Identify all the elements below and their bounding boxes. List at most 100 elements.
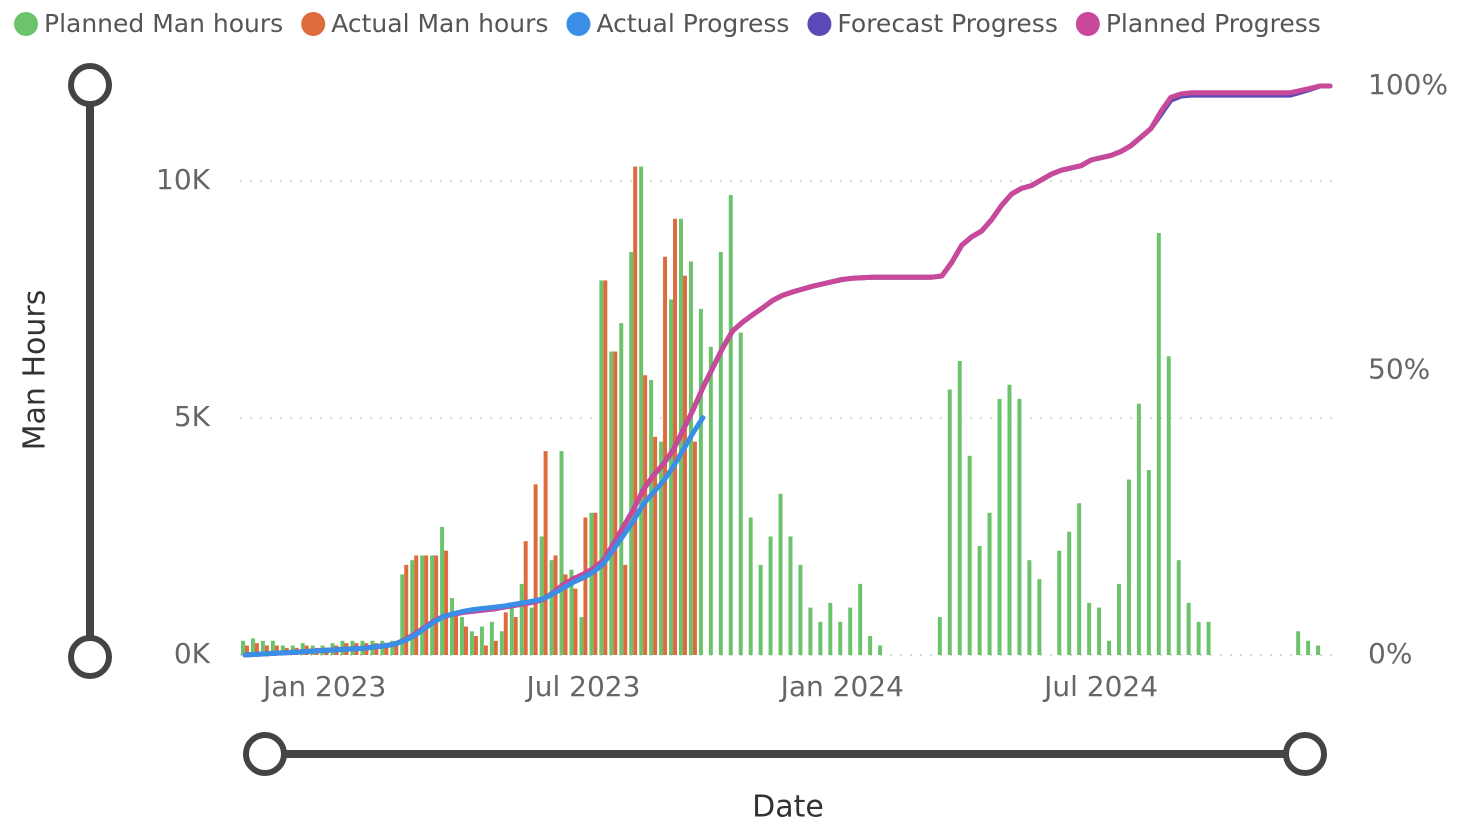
x-range-slider[interactable]	[243, 732, 1327, 776]
bar	[1077, 503, 1082, 655]
bar	[543, 451, 548, 655]
legend-marker	[807, 12, 832, 36]
legend-item: Actual Progress	[566, 9, 789, 38]
bar	[503, 612, 508, 655]
bar	[450, 598, 455, 655]
y2-tick-label: 0%	[1368, 637, 1412, 670]
bar	[589, 512, 594, 655]
bar	[260, 640, 265, 655]
slider-handle[interactable]	[68, 63, 112, 107]
x-tick-label: Jul 2024	[1042, 670, 1158, 703]
bar	[718, 251, 723, 656]
bar	[643, 375, 648, 655]
bar	[479, 626, 484, 655]
slider-handle[interactable]	[243, 732, 287, 776]
bar	[400, 574, 405, 655]
bar	[513, 617, 518, 655]
legend-marker	[14, 12, 38, 36]
bar	[997, 398, 1002, 655]
legend-label: Actual Man hours	[331, 9, 548, 38]
x-tick-label: Jan 2023	[261, 670, 386, 703]
y-range-slider[interactable]	[68, 63, 112, 679]
bar	[1306, 640, 1311, 655]
legend-label: Planned Man hours	[44, 9, 283, 38]
bar	[868, 636, 873, 655]
slider-handle[interactable]	[68, 635, 112, 679]
bar	[519, 583, 524, 655]
bar	[1107, 640, 1112, 655]
bar	[1136, 403, 1141, 655]
bar	[1206, 621, 1211, 655]
legend-label: Planned Progress	[1106, 9, 1321, 38]
bar	[559, 451, 564, 655]
bar	[1316, 645, 1321, 655]
bar	[808, 607, 813, 655]
bar	[653, 436, 658, 655]
bar	[848, 607, 853, 655]
legend-marker	[566, 12, 591, 36]
bar	[623, 564, 628, 655]
bar	[758, 564, 763, 655]
bar	[573, 588, 578, 655]
bar	[728, 195, 733, 655]
bar	[280, 645, 285, 655]
bar	[424, 555, 429, 655]
bar	[274, 645, 279, 655]
bar	[937, 617, 942, 655]
bar	[459, 617, 464, 655]
bar	[1057, 550, 1062, 655]
bar	[384, 643, 389, 655]
bar	[957, 361, 962, 655]
bar	[410, 560, 415, 655]
bar	[1037, 579, 1042, 655]
bar	[270, 640, 275, 655]
y-axis-title: Man Hours	[18, 290, 53, 451]
bar	[250, 638, 255, 655]
bar	[977, 545, 982, 655]
legend-marker	[1075, 12, 1100, 36]
bar	[1146, 470, 1151, 655]
bar	[569, 569, 574, 655]
bar	[473, 636, 478, 655]
bar	[244, 645, 249, 655]
x-tick-label: Jul 2023	[524, 670, 640, 703]
legend-label: Actual Progress	[596, 9, 789, 38]
legend-item: Actual Man hours	[301, 9, 548, 38]
bar	[768, 536, 773, 655]
legend-item: Forecast Progress	[807, 9, 1058, 38]
bar	[603, 280, 608, 655]
bar	[633, 166, 638, 655]
bar	[414, 555, 419, 655]
bar	[264, 645, 269, 655]
bar	[798, 564, 803, 655]
x-tick-label: Jan 2024	[779, 670, 904, 703]
bar	[499, 631, 504, 655]
bar	[967, 455, 972, 655]
y2-tick-label: 100%	[1368, 68, 1448, 101]
slider-handle[interactable]	[1283, 732, 1327, 776]
bar	[1166, 356, 1171, 655]
bar	[1007, 384, 1012, 655]
bar	[1126, 479, 1131, 655]
bar	[493, 640, 498, 655]
bar	[609, 351, 614, 655]
bar	[878, 645, 883, 655]
bar	[483, 645, 488, 655]
bar	[489, 621, 494, 655]
bar	[1097, 607, 1102, 655]
bar	[579, 617, 584, 655]
bar	[613, 351, 618, 655]
bar	[254, 643, 259, 655]
bar	[454, 612, 459, 655]
bar	[818, 621, 823, 655]
bar	[828, 602, 833, 655]
legend-item: Planned Progress	[1075, 9, 1321, 38]
bar	[673, 218, 678, 655]
bar	[404, 564, 409, 655]
bar	[434, 555, 439, 655]
bar	[440, 526, 445, 655]
bar	[583, 517, 588, 655]
bar	[509, 607, 514, 655]
bar	[1186, 602, 1191, 655]
